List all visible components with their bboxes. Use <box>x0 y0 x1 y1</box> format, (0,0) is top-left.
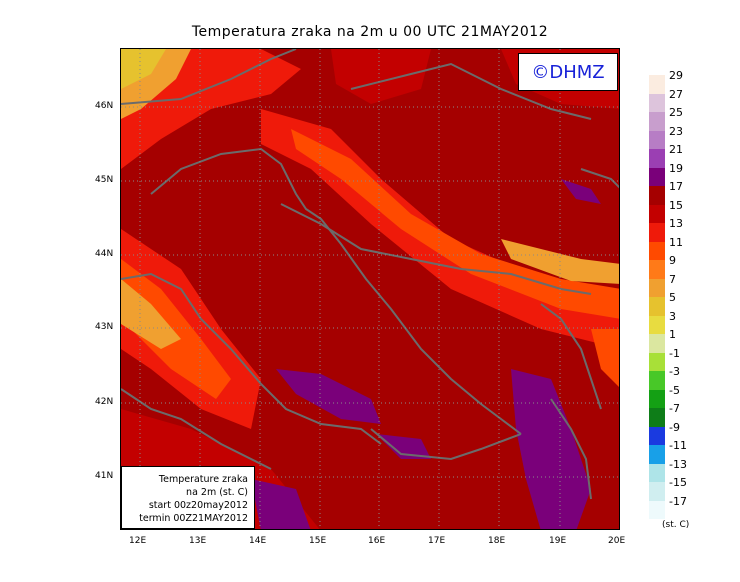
colorbar-label: 27 <box>669 87 683 101</box>
coastline-italy-south <box>121 388 272 470</box>
x-tick-20e: 20E <box>608 536 626 546</box>
y-tick-44n: 44N <box>95 249 114 259</box>
colorbar-swatch <box>649 482 665 501</box>
colorbar-swatch <box>649 500 665 519</box>
colorbar-label: 1 <box>669 328 676 341</box>
info-box: Temperature zraka na 2m (st. C) start 00… <box>121 466 255 529</box>
map-title: Temperatura zraka na 2m u 00 UTC 21MAY20… <box>191 24 549 40</box>
y-tick-42n: 42N <box>95 397 114 407</box>
info-line-units: na 2m (st. C) <box>186 487 248 498</box>
colorbar-label: -15 <box>669 476 687 489</box>
colorbar-label: -17 <box>669 494 687 508</box>
colorbar-label: 23 <box>669 124 683 138</box>
colorbar-swatch <box>649 130 665 149</box>
colorbar-label: -3 <box>669 365 680 378</box>
colorbar-swatch <box>649 315 665 334</box>
colorbar-label: -9 <box>669 420 680 434</box>
colorbar-swatch <box>649 278 665 297</box>
colorbar-swatch <box>649 463 665 482</box>
info-line-start: start 00z20may2012 <box>148 500 248 511</box>
x-tick-17e: 17E <box>428 536 446 546</box>
border-drava <box>350 62 592 120</box>
field-north-red <box>331 49 431 104</box>
y-tick-46n: 46N <box>95 101 114 111</box>
colorbar-label: 19 <box>669 161 683 175</box>
colorbar-swatch <box>649 223 665 242</box>
colorbar-label: 29 <box>669 69 683 82</box>
info-line-variable: Temperature zraka <box>158 474 248 485</box>
colorbar-unit: (st. C) <box>662 520 690 530</box>
border-montenegro <box>540 303 602 410</box>
colorbar-swatch <box>649 408 665 427</box>
y-tick-45n: 45N <box>95 175 114 185</box>
colorbar-swatch <box>649 352 665 371</box>
colorbar-label: -5 <box>669 383 680 397</box>
colorbar-swatch <box>649 241 665 260</box>
colorbar-label: 25 <box>669 106 683 119</box>
y-tick-41n: 41N <box>95 471 114 481</box>
colorbar-label: 5 <box>669 291 676 304</box>
dhmz-logo: ©DHMZ <box>518 53 618 91</box>
field-se-orange <box>591 329 619 387</box>
field-dinaric-orange <box>291 129 619 319</box>
field-purple-south <box>376 434 431 459</box>
colorbar-label: -7 <box>669 402 680 415</box>
x-tick-15e: 15E <box>309 536 327 546</box>
colorbar-swatch <box>649 260 665 279</box>
colorbar-swatch <box>649 75 665 94</box>
field-purple-albania <box>511 369 591 529</box>
temperature-field <box>121 49 619 529</box>
field-nw-yellow <box>121 49 166 89</box>
colorbar-label: -13 <box>669 457 687 471</box>
colorbar-swatch <box>649 149 665 168</box>
colorbar-label: 13 <box>669 217 683 230</box>
x-tick-16e: 16E <box>368 536 386 546</box>
colorbar-swatch <box>649 186 665 205</box>
border-north <box>121 49 297 105</box>
colorbar-label: 3 <box>669 309 676 323</box>
info-line-termin: termin 00Z21MAY2012 <box>139 513 248 524</box>
x-tick-12e: 12E <box>129 536 147 546</box>
colorbar-swatch <box>649 204 665 223</box>
colorbar-label: 17 <box>669 180 683 193</box>
colorbar-swatch <box>649 112 665 131</box>
temperature-map <box>120 48 620 530</box>
colorbar-label: 15 <box>669 198 683 212</box>
colorbar-swatch <box>649 167 665 186</box>
x-tick-13e: 13E <box>189 536 207 546</box>
field-italy-lightorange <box>121 279 181 349</box>
coastline-albania <box>550 398 592 500</box>
y-tick-43n: 43N <box>95 322 114 332</box>
colorbar-swatch <box>649 297 665 316</box>
field-italy-orange <box>121 259 231 399</box>
colorbar-swatch <box>649 389 665 408</box>
colorbar-label: 9 <box>669 254 676 267</box>
colorbar-swatch <box>649 426 665 445</box>
colorbar-swatch <box>649 445 665 464</box>
colorbar-label: -1 <box>669 346 680 360</box>
coastline-italy <box>121 272 382 445</box>
coastlines <box>121 49 619 500</box>
field-purple-adriatic <box>276 369 381 424</box>
colorbar-label: 7 <box>669 272 676 286</box>
colorbar-label: 11 <box>669 235 683 249</box>
colorbar-label: 21 <box>669 143 683 156</box>
border-danube <box>580 168 619 189</box>
coastline-east-adriatic <box>150 147 522 435</box>
field-purple-sw <box>251 479 311 529</box>
x-tick-18e: 18E <box>488 536 506 546</box>
x-tick-19e: 19E <box>549 536 567 546</box>
x-tick-14e: 14E <box>249 536 267 546</box>
graticule <box>121 49 619 529</box>
colorbar-swatch <box>649 93 665 112</box>
border-bosnia <box>280 203 592 295</box>
field-purple-ne <box>561 179 601 204</box>
coastline-gargano <box>370 428 522 461</box>
colorbar-swatch <box>649 371 665 390</box>
colorbar-label: -11 <box>669 439 687 452</box>
colorbar-swatch <box>649 334 665 353</box>
